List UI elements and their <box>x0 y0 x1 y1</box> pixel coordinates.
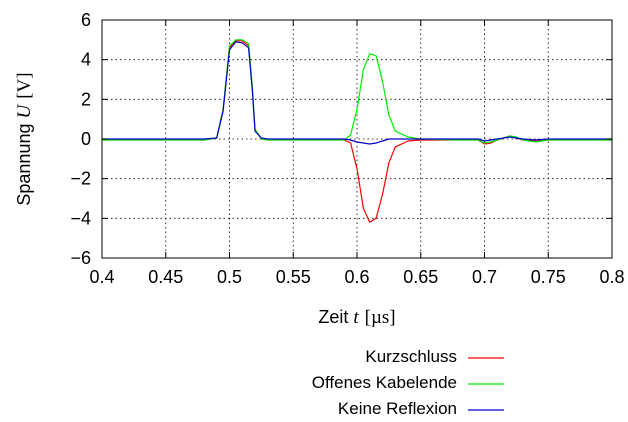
x-axis-label-unit: [µs] <box>365 307 396 328</box>
x-axis-label-symbol: t <box>353 307 359 328</box>
x-axis-label: Zeit t [µs] <box>318 307 395 328</box>
x-tick-label: 0.55 <box>276 267 311 287</box>
legend-label: Kurzschluss <box>365 347 457 366</box>
x-tick-label: 0.7 <box>472 267 497 287</box>
legend-label: Keine Reflexion <box>338 399 457 418</box>
y-tick-label: −6 <box>70 248 91 268</box>
x-tick-label: 0.75 <box>531 267 566 287</box>
x-tick-label: 0.65 <box>403 267 438 287</box>
y-tick-label: −4 <box>70 208 91 228</box>
series-lines <box>102 39 612 223</box>
y-axis-label-unit: [V] <box>14 72 35 98</box>
y-axis-label-text: Spannung <box>14 119 34 206</box>
x-tick-label: 0.6 <box>344 267 369 287</box>
legend: Kurzschluss Offenes Kabelende Keine Reflex… <box>312 347 504 418</box>
ticks <box>101 19 613 259</box>
y-tick-label: 4 <box>81 50 91 70</box>
series-line-kurzschluss <box>102 40 612 223</box>
x-tick-label: 0.45 <box>148 267 183 287</box>
y-tick-label: 2 <box>81 89 91 109</box>
x-axis-label-text: Zeit <box>318 307 353 327</box>
legend-label: Offenes Kabelende <box>312 373 457 392</box>
series-line-keine-reflexion <box>102 41 612 145</box>
grid <box>102 20 612 258</box>
x-tick-labels: 0.4 0.45 0.5 0.55 0.6 0.65 0.7 0.75 0.8 <box>89 267 624 287</box>
x-tick-label: 0.8 <box>599 267 624 287</box>
y-axis-label: Spannung U [V] <box>14 72 35 205</box>
y-axis-label-symbol: U <box>14 104 35 119</box>
y-tick-label: 6 <box>81 10 91 30</box>
y-tick-label: −2 <box>70 169 91 189</box>
y-tick-labels: −6 −4 −2 0 2 4 6 <box>70 10 91 268</box>
y-tick-label: 0 <box>81 129 91 149</box>
series-line-offenes-kabelende <box>102 39 612 144</box>
x-tick-label: 0.5 <box>217 267 242 287</box>
x-tick-label: 0.4 <box>89 267 114 287</box>
